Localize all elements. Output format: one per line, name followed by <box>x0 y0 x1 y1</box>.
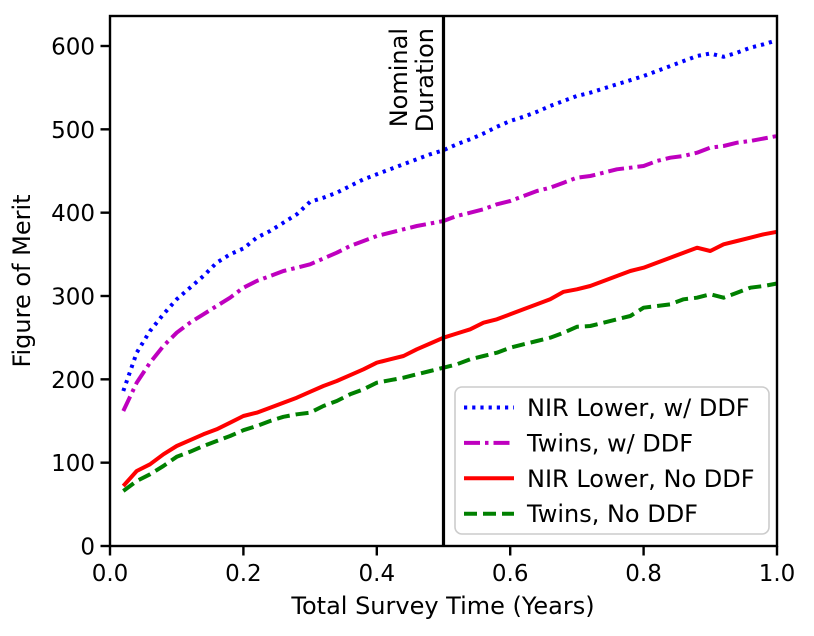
y-tick-label: 600 <box>51 35 95 61</box>
y-tick-label: 500 <box>51 118 95 144</box>
y-tick-label: 100 <box>51 451 95 477</box>
x-axis-label: Total Survey Time (Years) <box>290 592 594 620</box>
legend-label: Twins, No DDF <box>526 500 698 528</box>
series-line-twins-no-ddf <box>122 281 778 493</box>
series-line-nir-lower-no-ddf <box>121 229 778 488</box>
x-tick-label: 0.2 <box>225 561 262 587</box>
y-tick-label: 300 <box>51 285 95 311</box>
series-lines <box>121 38 778 493</box>
annotation-nominal-line1: Nominal <box>385 28 413 127</box>
y-tick-label: 0 <box>80 535 95 561</box>
x-tick-label: 0.4 <box>359 561 396 587</box>
legend-box <box>454 386 770 535</box>
y-axis-label: Figure of Merit <box>8 194 36 367</box>
plot-border <box>108 14 779 548</box>
series-line-nir-lower-w-ddf <box>121 38 778 392</box>
y-tick-label: 400 <box>51 201 95 227</box>
y-tick-label: 200 <box>51 368 95 394</box>
legend-label: NIR Lower, w/ DDF <box>527 394 750 422</box>
x-tick-label: 0.8 <box>625 561 662 587</box>
y-axis-ticks: 0 100 200 300 400 500 600 <box>51 35 110 561</box>
annotation-nominal-line2: Duration <box>411 28 439 132</box>
legend: NIR Lower, w/ DDF Twins, w/ DDF NIR Lower,… <box>454 386 770 535</box>
x-tick-label: 0.6 <box>492 561 529 587</box>
x-axis-ticks: 0.0 0.2 0.4 0.6 0.8 1.0 <box>92 546 796 587</box>
x-tick-label: 1.0 <box>759 561 796 587</box>
x-tick-label: 0.0 <box>92 561 129 587</box>
legend-label: NIR Lower, No DDF <box>527 465 755 493</box>
legend-label: Twins, w/ DDF <box>526 429 693 457</box>
series-line-twins-w-ddf <box>121 134 778 412</box>
